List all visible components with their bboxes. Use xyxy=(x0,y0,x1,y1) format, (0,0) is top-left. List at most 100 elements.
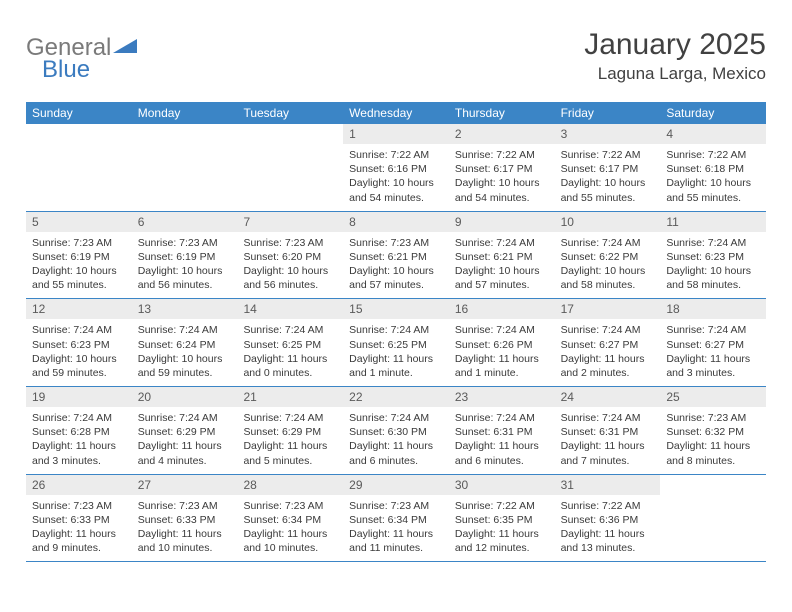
day-cell: 2Sunrise: 7:22 AMSunset: 6:17 PMDaylight… xyxy=(449,124,555,211)
sunset-line: Sunset: 6:28 PM xyxy=(32,425,126,439)
sunset-line: Sunset: 6:31 PM xyxy=(561,425,655,439)
day-cell: 7Sunrise: 7:23 AMSunset: 6:20 PMDaylight… xyxy=(237,212,343,299)
sunrise-line: Sunrise: 7:22 AM xyxy=(561,499,655,513)
sunset-line: Sunset: 6:34 PM xyxy=(349,513,443,527)
day-body: Sunrise: 7:22 AMSunset: 6:36 PMDaylight:… xyxy=(555,495,661,562)
brand-blue: Blue xyxy=(42,56,90,84)
sunset-line: Sunset: 6:22 PM xyxy=(561,250,655,264)
day-cell: 22Sunrise: 7:24 AMSunset: 6:30 PMDayligh… xyxy=(343,387,449,474)
week-row: 19Sunrise: 7:24 AMSunset: 6:28 PMDayligh… xyxy=(26,387,766,475)
day-number: 8 xyxy=(343,212,449,232)
sunrise-line: Sunrise: 7:24 AM xyxy=(561,411,655,425)
day-body: Sunrise: 7:24 AMSunset: 6:23 PMDaylight:… xyxy=(26,319,132,386)
daylight-line: Daylight: 11 hours and 9 minutes. xyxy=(32,527,126,555)
weekday-header: Sunday Monday Tuesday Wednesday Thursday… xyxy=(26,102,766,124)
sunset-line: Sunset: 6:27 PM xyxy=(666,338,760,352)
day-number: 25 xyxy=(660,387,766,407)
day-number: 23 xyxy=(449,387,555,407)
sunset-line: Sunset: 6:23 PM xyxy=(666,250,760,264)
col-sun: Sunday xyxy=(26,102,132,124)
sunrise-line: Sunrise: 7:24 AM xyxy=(349,323,443,337)
col-tue: Tuesday xyxy=(237,102,343,124)
sunrise-line: Sunrise: 7:23 AM xyxy=(32,499,126,513)
day-body: Sunrise: 7:24 AMSunset: 6:25 PMDaylight:… xyxy=(343,319,449,386)
day-number: 7 xyxy=(237,212,343,232)
day-body: Sunrise: 7:22 AMSunset: 6:35 PMDaylight:… xyxy=(449,495,555,562)
sunrise-line: Sunrise: 7:24 AM xyxy=(666,323,760,337)
sunset-line: Sunset: 6:26 PM xyxy=(455,338,549,352)
sunset-line: Sunset: 6:17 PM xyxy=(455,162,549,176)
day-number: 20 xyxy=(132,387,238,407)
day-cell: 8Sunrise: 7:23 AMSunset: 6:21 PMDaylight… xyxy=(343,212,449,299)
sunrise-line: Sunrise: 7:24 AM xyxy=(455,323,549,337)
day-number: 27 xyxy=(132,475,238,495)
day-cell: 3Sunrise: 7:22 AMSunset: 6:17 PMDaylight… xyxy=(555,124,661,211)
daylight-line: Daylight: 11 hours and 0 minutes. xyxy=(243,352,337,380)
day-number: 5 xyxy=(26,212,132,232)
sunrise-line: Sunrise: 7:24 AM xyxy=(666,236,760,250)
sunrise-line: Sunrise: 7:24 AM xyxy=(32,411,126,425)
day-cell: 12Sunrise: 7:24 AMSunset: 6:23 PMDayligh… xyxy=(26,299,132,386)
daylight-line: Daylight: 11 hours and 12 minutes. xyxy=(455,527,549,555)
sunset-line: Sunset: 6:25 PM xyxy=(243,338,337,352)
day-cell: 31Sunrise: 7:22 AMSunset: 6:36 PMDayligh… xyxy=(555,475,661,562)
day-cell: 16Sunrise: 7:24 AMSunset: 6:26 PMDayligh… xyxy=(449,299,555,386)
col-sat: Saturday xyxy=(660,102,766,124)
daylight-line: Daylight: 11 hours and 3 minutes. xyxy=(666,352,760,380)
day-body: Sunrise: 7:24 AMSunset: 6:28 PMDaylight:… xyxy=(26,407,132,474)
day-body: Sunrise: 7:24 AMSunset: 6:23 PMDaylight:… xyxy=(660,232,766,299)
daylight-line: Daylight: 10 hours and 57 minutes. xyxy=(349,264,443,292)
day-number: 24 xyxy=(555,387,661,407)
col-fri: Friday xyxy=(555,102,661,124)
day-cell: 10Sunrise: 7:24 AMSunset: 6:22 PMDayligh… xyxy=(555,212,661,299)
sunset-line: Sunset: 6:25 PM xyxy=(349,338,443,352)
day-body: Sunrise: 7:24 AMSunset: 6:31 PMDaylight:… xyxy=(449,407,555,474)
day-number: 11 xyxy=(660,212,766,232)
day-cell: 28Sunrise: 7:23 AMSunset: 6:34 PMDayligh… xyxy=(237,475,343,562)
daylight-line: Daylight: 11 hours and 6 minutes. xyxy=(349,439,443,467)
week-row: 5Sunrise: 7:23 AMSunset: 6:19 PMDaylight… xyxy=(26,212,766,300)
sunrise-line: Sunrise: 7:24 AM xyxy=(349,411,443,425)
week-row: 26Sunrise: 7:23 AMSunset: 6:33 PMDayligh… xyxy=(26,475,766,563)
daylight-line: Daylight: 10 hours and 54 minutes. xyxy=(455,176,549,204)
day-body: Sunrise: 7:22 AMSunset: 6:18 PMDaylight:… xyxy=(660,144,766,211)
day-number: 3 xyxy=(555,124,661,144)
daylight-line: Daylight: 11 hours and 7 minutes. xyxy=(561,439,655,467)
col-thu: Thursday xyxy=(449,102,555,124)
sunrise-line: Sunrise: 7:23 AM xyxy=(349,499,443,513)
daylight-line: Daylight: 11 hours and 1 minute. xyxy=(349,352,443,380)
sunrise-line: Sunrise: 7:24 AM xyxy=(243,323,337,337)
sunrise-line: Sunrise: 7:23 AM xyxy=(243,499,337,513)
sunrise-line: Sunrise: 7:24 AM xyxy=(243,411,337,425)
day-body: Sunrise: 7:24 AMSunset: 6:26 PMDaylight:… xyxy=(449,319,555,386)
daylight-line: Daylight: 11 hours and 1 minute. xyxy=(455,352,549,380)
day-number: 6 xyxy=(132,212,238,232)
daylight-line: Daylight: 11 hours and 6 minutes. xyxy=(455,439,549,467)
day-cell: 30Sunrise: 7:22 AMSunset: 6:35 PMDayligh… xyxy=(449,475,555,562)
day-number: 28 xyxy=(237,475,343,495)
sunset-line: Sunset: 6:21 PM xyxy=(455,250,549,264)
daylight-line: Daylight: 10 hours and 59 minutes. xyxy=(32,352,126,380)
sunset-line: Sunset: 6:20 PM xyxy=(243,250,337,264)
day-cell: 14Sunrise: 7:24 AMSunset: 6:25 PMDayligh… xyxy=(237,299,343,386)
day-body: Sunrise: 7:23 AMSunset: 6:34 PMDaylight:… xyxy=(343,495,449,562)
day-body: Sunrise: 7:23 AMSunset: 6:20 PMDaylight:… xyxy=(237,232,343,299)
daylight-line: Daylight: 11 hours and 10 minutes. xyxy=(138,527,232,555)
sunset-line: Sunset: 6:18 PM xyxy=(666,162,760,176)
sunset-line: Sunset: 6:27 PM xyxy=(561,338,655,352)
day-body: Sunrise: 7:23 AMSunset: 6:32 PMDaylight:… xyxy=(660,407,766,474)
sunset-line: Sunset: 6:30 PM xyxy=(349,425,443,439)
sunrise-line: Sunrise: 7:22 AM xyxy=(561,148,655,162)
day-number: 16 xyxy=(449,299,555,319)
day-body: Sunrise: 7:23 AMSunset: 6:33 PMDaylight:… xyxy=(26,495,132,562)
day-body: Sunrise: 7:24 AMSunset: 6:29 PMDaylight:… xyxy=(132,407,238,474)
day-cell xyxy=(26,124,132,211)
sunrise-line: Sunrise: 7:23 AM xyxy=(138,499,232,513)
calendar: Sunday Monday Tuesday Wednesday Thursday… xyxy=(26,102,766,562)
daylight-line: Daylight: 11 hours and 11 minutes. xyxy=(349,527,443,555)
sunset-line: Sunset: 6:19 PM xyxy=(32,250,126,264)
month-title: January 2025 xyxy=(584,28,766,62)
day-number: 17 xyxy=(555,299,661,319)
sunset-line: Sunset: 6:17 PM xyxy=(561,162,655,176)
col-wed: Wednesday xyxy=(343,102,449,124)
